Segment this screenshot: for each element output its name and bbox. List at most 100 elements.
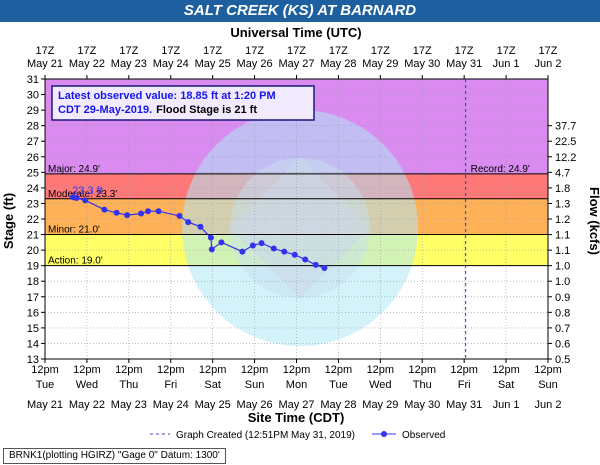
observed-point [239,248,246,255]
utc-tick-label: 17Z [77,45,96,57]
stage-tick-label: 13 [27,354,39,366]
legend-created-label: Graph Created (12:51PM May 31, 2019) [176,430,355,441]
cdt-day-label: Sun [245,379,265,391]
stage-tick-label: 21 [27,230,39,242]
stage-tick-label: 28 [27,121,39,133]
observed-point [113,209,120,216]
stage-tick-label: 20 [27,245,39,257]
stage-tick-label: 19 [27,261,39,273]
cdt-axis-title: Site Time (CDT) [248,410,345,425]
flow-tick-label: 1.3 [555,198,570,210]
utc-tick-label: 17Z [287,45,306,57]
utc-tick-label: 17Z [371,45,390,57]
svg-text:NOAA: NOAA [250,208,350,246]
noaa-watermark: NOAA [182,110,418,346]
flow-tick-label: 0.7 [555,323,570,335]
cdt-tick-label: 12pm [534,364,562,376]
utc-date-label: May 21 [27,58,63,70]
utc-tick-label: 17Z [161,45,180,57]
threshold-label: Action: 19.0' [48,256,103,267]
cdt-tick-label: 12pm [492,364,520,376]
observed-point [291,251,298,258]
flow-tick-label: 22.5 [555,136,576,148]
stage-tick-label: 24 [27,183,39,195]
cdt-tick-label: 12pm [367,364,395,376]
stage-tick-label: 30 [27,90,39,102]
flow-axis-label: Flow (kcfs) [587,187,600,255]
cdt-day-label: Sat [204,379,221,391]
cdt-date-label: May 25 [195,399,231,411]
flow-tick-label: 1.1 [555,245,570,257]
flow-tick-label: 1.8 [555,183,570,195]
threshold-lines: Major: 24.9' Moderate: 23.3' Minor: 21.0' A… [45,79,548,359]
observed-point [208,246,215,253]
flow-tick-label: 1.0 [555,276,570,288]
observed-point [82,197,89,204]
chart-title: SALT CREEK (KS) AT BARNARD [0,0,600,22]
stage-tick-label: 17 [27,292,39,304]
flow-axis: 37.7 22.5 12.2 4.7 1.8 1.3 1.2 1.1 1.1 1.0 1.0 0.9 0… [548,121,576,366]
observed-point [218,239,225,246]
threshold-label: Moderate: 23.3' [48,189,117,200]
utc-tick-label: 17Z [413,45,432,57]
utc-tick-label: 17Z [497,45,516,57]
cdt-tick-label: 12pm [450,364,478,376]
callout-line-1: Latest observed value: 18.85 ft at 1:20 … [58,90,276,102]
cdt-day-label: Sat [498,379,515,391]
flow-tick-label: 12.2 [555,152,576,164]
utc-date-label: May 23 [111,58,147,70]
peak-value-label: 23.3 ft [72,185,103,197]
cdt-tick-label: 12pm [157,364,185,376]
cdt-day-label: Fri [458,379,471,391]
callout-box [51,85,315,121]
cdt-date-label: Jun 2 [535,399,562,411]
cdt-date-label: May 30 [404,399,440,411]
cdt-date-label: May 24 [153,399,189,411]
observed-point [321,265,328,271]
utc-date-label: Jun 2 [535,58,562,70]
observed-point [124,212,131,219]
observed-point [258,240,265,247]
observed-point [185,219,192,226]
stage-tick-label: 27 [27,136,39,148]
cdt-date-label: May 28 [320,399,356,411]
cdt-date-label: May 27 [278,399,314,411]
flow-tick-label: 37.7 [555,121,576,133]
cdt-day-label: Tue [329,379,348,391]
stage-axis: 13 14 15 16 17 18 19 20 21 22 23 24 25 26 27 28 29 30 31 [27,74,45,366]
cdt-day-label: Wed [76,379,98,391]
utc-date-label: Jun 1 [493,58,520,70]
flow-tick-label: 1.1 [555,230,570,242]
utc-date-label: May 28 [320,58,356,70]
stage-tick-label: 22 [27,214,39,226]
observed-point [145,208,152,215]
cdt-date-label: May 21 [27,399,63,411]
utc-tick-label: 17Z [119,45,138,57]
legend: Graph Created (12:51PM May 31, 2019) Obs… [150,430,445,441]
flow-tick-label: 4.7 [555,167,570,179]
stage-tick-label: 31 [27,74,39,86]
latest-value-callout: Latest observed value: 18.85 ft at 1:20 … [51,85,315,121]
stage-axis-label: Stage (ft) [1,193,16,249]
cdt-tick-label: 12pm [408,364,436,376]
cdt-tick-label: 12pm [241,364,269,376]
utc-date-label: May 31 [446,58,482,70]
stage-tick-label: 23 [27,198,39,210]
observed-point [155,208,162,215]
flow-tick-label: 1.2 [555,214,570,226]
observed-point [270,245,277,252]
utc-axis-title: Universal Time (UTC) [230,25,361,40]
utc-tick-label: 17Z [329,45,348,57]
callout-date: CDT 29-May-2019. [58,104,152,116]
legend-observed-marker [381,431,387,437]
stage-tick-label: 29 [27,105,39,117]
stage-tick-label: 18 [27,276,39,288]
cdt-date-label: Jun 1 [493,399,520,411]
cdt-tick-label: 12pm [283,364,311,376]
cdt-day-label: Thu [119,379,138,391]
observed-point [312,261,319,268]
cdt-date-label: May 29 [362,399,398,411]
record-label: Record: 24.9' [471,164,530,175]
